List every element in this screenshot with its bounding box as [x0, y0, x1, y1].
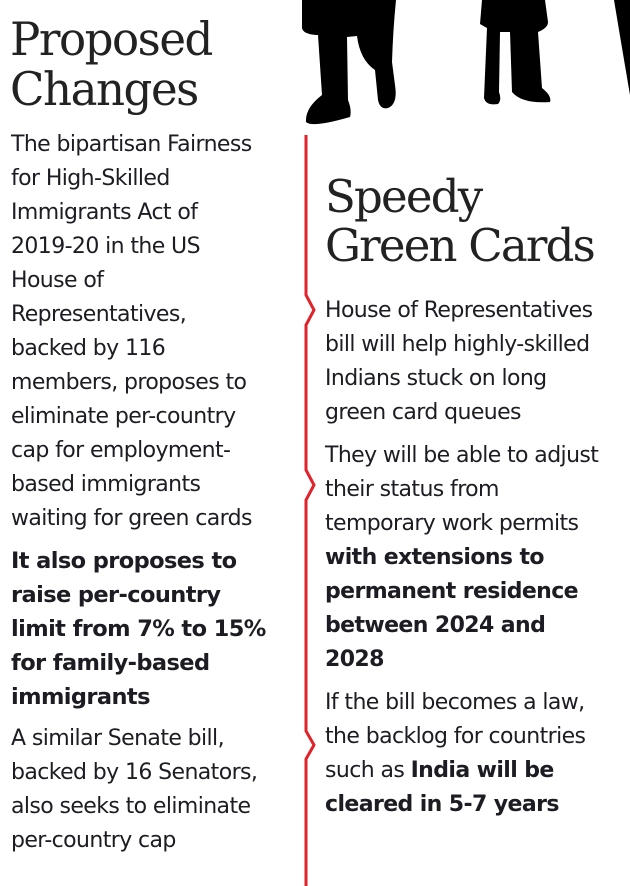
title-line-1: Proposed [10, 12, 213, 66]
family-limit-paragraph: It also proposes to raise per-country li… [11, 544, 301, 714]
text-line: House of [11, 268, 104, 293]
title-line-1: Speedy [325, 170, 483, 223]
speedy-green-cards-column: House of Representatives bill will help … [325, 294, 630, 822]
bold-text-line: 2028 [325, 647, 384, 672]
text-line: their status from [325, 477, 499, 502]
text-line: Immigrants Act of [11, 200, 198, 225]
text-line: 2019-20 in the US [11, 234, 201, 259]
bold-text-line: with extensions to [325, 545, 545, 570]
text-line: bill will help highly-skilled [325, 332, 590, 357]
senate-bill-paragraph: A similar Senate bill, backed by 16 Sena… [11, 722, 301, 858]
people-silhouettes-illustration [302, 0, 630, 125]
bold-text-line: permanent residence [325, 579, 579, 604]
text-line: They will be able to adjust [325, 443, 599, 468]
title-line-2: Changes [10, 62, 199, 116]
text-line: such as [325, 758, 411, 783]
text-line: House of Representatives [325, 298, 593, 323]
text-line: waiting for green cards [11, 506, 252, 531]
text-line: It also proposes to [11, 548, 237, 574]
chevron-marker-icon [304, 135, 316, 886]
bold-text-line: cleared in 5-7 years [325, 792, 559, 817]
text-line: members, proposes to [11, 370, 247, 395]
text-line: per-country cap [11, 828, 176, 853]
text-line: for High-Skilled [11, 166, 170, 191]
bold-text-line: between 2024 and [325, 613, 546, 638]
text-line: also seeks to eliminate [11, 794, 251, 819]
point-house-bill: House of Representatives bill will help … [325, 294, 630, 430]
text-line: the backlog for countries [325, 724, 586, 749]
text-line: cap for employment- [11, 438, 231, 463]
point-backlog-cleared: If the bill becomes a law, the backlog f… [325, 686, 630, 822]
proposed-changes-column: The bipartisan Fairness for High-Skilled… [11, 128, 301, 858]
text-line: backed by 116 [11, 336, 166, 361]
proposed-changes-title: Proposed Changes [10, 12, 213, 116]
text-line: Indians stuck on long [325, 366, 547, 391]
title-line-2: Green Cards [325, 219, 596, 272]
text-line: The bipartisan Fairness [11, 132, 252, 157]
text-line: eliminate per-country [11, 404, 236, 429]
text-line: immigrants [11, 684, 150, 710]
act-description-paragraph: The bipartisan Fairness for High-Skilled… [11, 128, 301, 536]
text-line: A similar Senate bill, [11, 726, 225, 751]
red-divider-line [304, 135, 316, 886]
point-adjust-status: They will be able to adjust their status… [325, 439, 630, 677]
bold-text-line: India will be [410, 758, 555, 783]
text-line: limit from 7% to 15% [11, 616, 266, 642]
text-line: for family-based [11, 650, 210, 676]
speedy-green-cards-title: Speedy Green Cards [325, 170, 596, 272]
text-line: Representatives, [11, 302, 187, 327]
text-line: If the bill becomes a law, [325, 690, 585, 715]
text-line: based immigrants [11, 472, 201, 497]
text-line: green card queues [325, 400, 522, 425]
text-line: raise per-country [11, 582, 221, 608]
text-line: temporary work permits [325, 511, 579, 536]
text-line: backed by 16 Senators, [11, 760, 258, 785]
